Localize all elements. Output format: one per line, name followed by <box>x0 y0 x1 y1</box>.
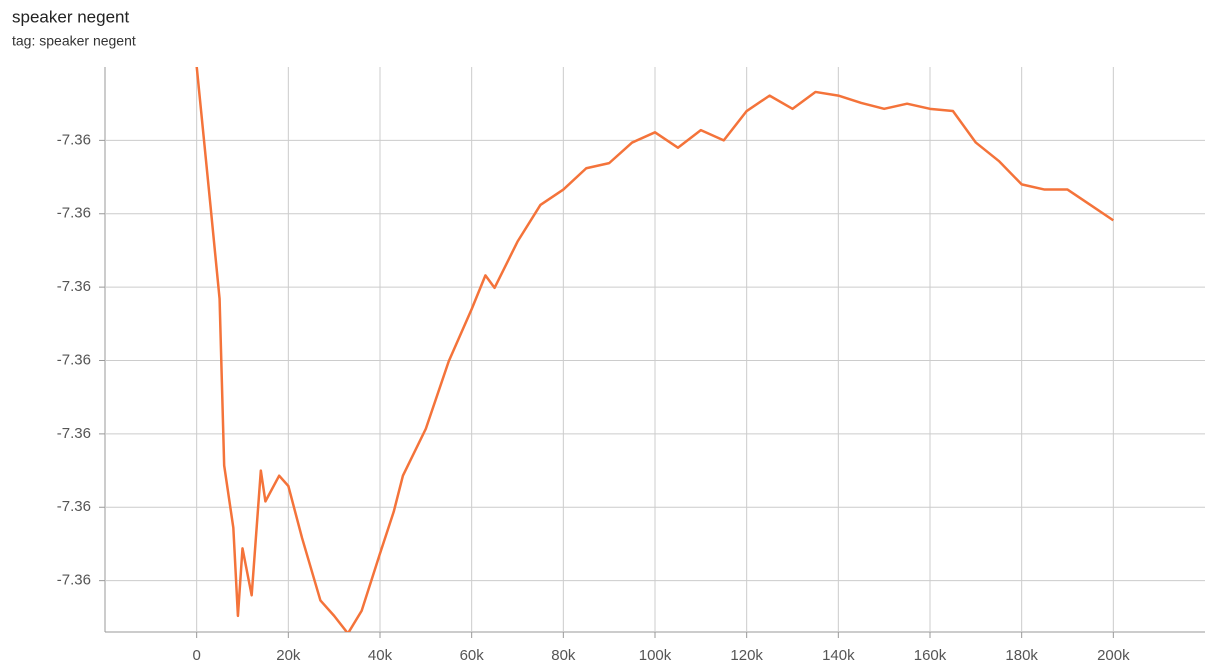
x-tick-label: 20k <box>276 647 301 664</box>
x-tick-label: 140k <box>822 647 855 664</box>
y-tick-label: -7.36 <box>57 205 91 222</box>
y-tick-label: -7.36 <box>57 425 91 442</box>
x-tick-label: 0 <box>192 647 200 664</box>
data-line <box>195 67 1115 632</box>
x-tick-label: 180k <box>1005 647 1038 664</box>
x-tick-label: 160k <box>914 647 947 664</box>
x-tick-label: 60k <box>460 647 485 664</box>
y-tick-label: -7.36 <box>57 498 91 515</box>
y-tick-label: -7.36 <box>57 351 91 368</box>
x-tick-label: 100k <box>639 647 672 664</box>
x-tick-label: 40k <box>368 647 393 664</box>
chart-title: speaker negent <box>12 7 129 26</box>
chart-subtitle: tag: speaker negent <box>12 33 136 49</box>
y-tick-label: -7.36 <box>57 572 91 589</box>
y-tick-label: -7.36 <box>57 131 91 148</box>
x-tick-label: 200k <box>1097 647 1130 664</box>
y-tick-label: -7.36 <box>57 278 91 295</box>
x-tick-label: 120k <box>730 647 763 664</box>
x-tick-label: 80k <box>551 647 576 664</box>
